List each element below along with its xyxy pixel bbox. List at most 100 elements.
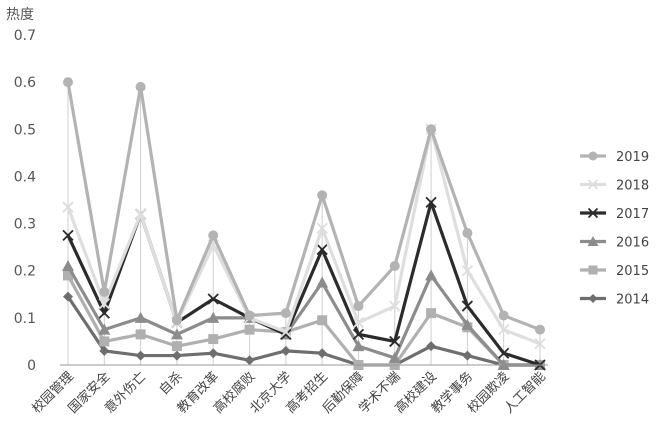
data-point [461,318,474,330]
data-point [207,311,220,323]
series-line [66,295,540,367]
data-point [462,350,473,361]
data-point [62,229,74,241]
data-point [316,222,328,234]
series-layer [62,77,546,371]
data-point-stroke [461,265,474,277]
data-point [588,294,598,303]
data-point [389,261,400,271]
data-point [98,323,111,335]
legend-label: 2015 [616,264,649,279]
data-point [587,236,599,246]
data-point [498,310,509,321]
y-tick-label: 0.3 [14,217,36,233]
series-line [66,274,540,367]
data-point [63,77,73,88]
data-point-stroke [352,328,365,340]
data-point [588,151,598,161]
data-point [534,338,546,350]
legend-label: 2017 [616,207,649,222]
data-point [388,351,401,363]
legend-label: 2019 [616,150,649,165]
data-point-stroke [461,300,474,312]
data-point [171,341,182,352]
data-point-stroke [425,196,437,208]
series-line [66,81,541,332]
data-point-stroke [498,324,510,336]
data-point [352,340,365,352]
data-point [280,345,291,356]
legend-label: 2018 [616,179,649,194]
series-line [66,127,541,346]
data-point [426,341,437,352]
y-tick-label: 0.1 [14,311,36,327]
data-point [316,243,328,256]
data-point-stroke [389,300,401,312]
data-point [99,286,110,297]
data-point [462,228,473,238]
data-point-stroke [389,335,401,348]
data-point-stroke [62,201,74,213]
data-point [208,230,219,241]
data-point [134,311,147,323]
data-point [587,179,599,190]
data-point-stroke [587,207,599,219]
data-point [244,355,255,366]
legend: 2019 2018 2017 2016 2015 2014 [580,150,649,308]
data-point [98,298,110,310]
data-point [171,350,182,361]
data-point [389,335,401,348]
data-point [63,291,73,302]
legend-label: 2016 [616,236,649,251]
data-point-stroke [280,328,292,340]
legend-label: 2014 [616,293,649,308]
data-point [426,124,437,135]
data-point-stroke [316,243,328,256]
data-point-stroke [207,293,219,305]
data-point [170,328,183,340]
data-point [135,81,146,92]
data-point [461,300,474,312]
data-point-stroke [352,316,365,329]
data-point [208,348,219,359]
data-point [317,190,328,201]
data-point [207,293,219,305]
data-point-stroke [98,307,110,319]
data-point [317,315,328,326]
data-point [280,308,291,319]
data-point [498,324,510,336]
legend-item-2016: 2016 [580,236,649,251]
data-point [171,315,182,326]
data-point-stroke [498,347,510,359]
y-tick-label: 0.4 [14,169,36,185]
data-point [280,326,292,338]
legend-item-2018: 2018 [580,179,649,194]
y-tick-label: 0.2 [14,264,36,280]
data-point [425,269,438,281]
data-point [134,208,147,220]
data-point [353,301,364,312]
y-tick-label: 0.7 [14,28,36,44]
legend-item-2019: 2019 [580,150,649,165]
data-point [352,328,365,340]
data-point [99,345,110,356]
data-point [208,334,219,345]
data-point [426,308,437,319]
data-point [63,270,73,281]
legend-item-2014: 2014 [580,293,649,308]
y-axis: 0 0.1 0.2 0.3 0.4 0.5 0.6 0.7 [14,28,36,374]
data-point [588,265,598,275]
data-point [62,201,74,213]
x-category-label: 自杀 [157,369,186,398]
data-point [587,207,599,219]
series-2019 [63,77,545,335]
data-point-stroke [62,229,74,241]
data-point [317,348,328,359]
data-point-stroke [280,326,292,338]
y-tick-label: 0.5 [14,122,36,138]
data-point [135,329,146,340]
data-point [98,307,110,319]
data-point [461,265,474,277]
